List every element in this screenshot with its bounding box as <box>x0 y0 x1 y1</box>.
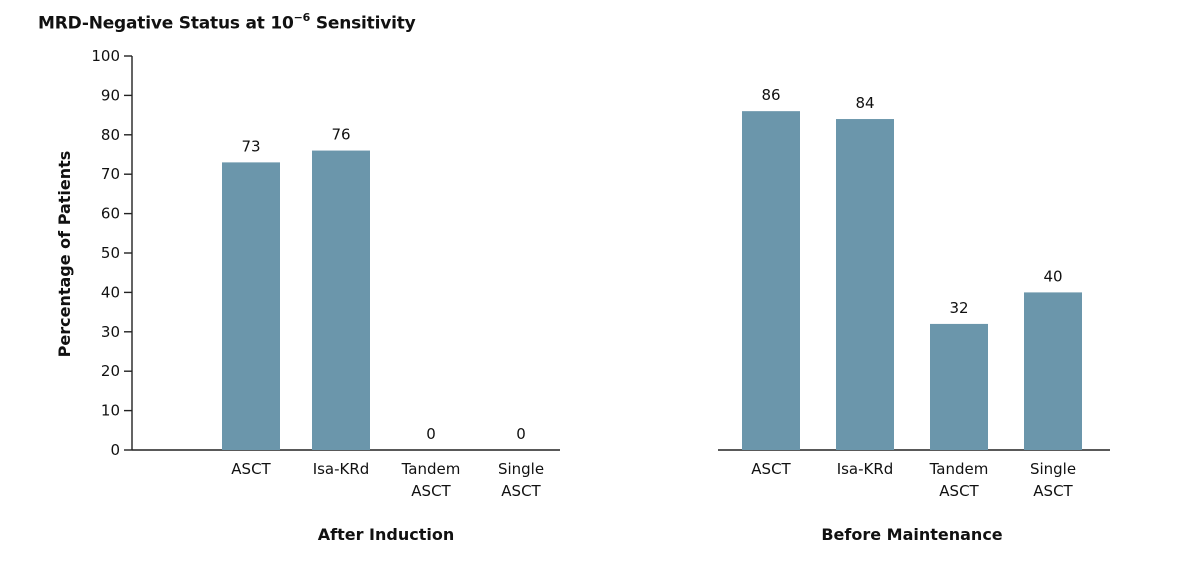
bar <box>742 111 800 450</box>
data-label: 76 <box>331 126 350 144</box>
y-axis-title: Percentage of Patients <box>55 151 74 358</box>
bar <box>930 323 988 450</box>
bar <box>836 119 894 450</box>
y-tick-label: 50 <box>101 244 120 262</box>
y-tick-label: 70 <box>101 165 120 183</box>
category-label: ASCT <box>231 460 271 478</box>
y-tick-label: 100 <box>91 47 120 65</box>
y-tick-label: 80 <box>101 126 120 144</box>
chart-title-tail: Sensitivity <box>310 13 416 34</box>
bar <box>222 162 280 450</box>
chart-title: MRD-Negative Status at 10−6 Sensitivity <box>38 11 416 34</box>
category-label: ASCT <box>1033 482 1073 500</box>
data-label: 84 <box>855 94 874 112</box>
y-axis: 0 10 20 30 40 50 60 70 80 90 100 <box>91 47 1110 459</box>
chart-title-main: MRD-Negative Status at 10 <box>38 13 294 34</box>
category-label: ASCT <box>411 482 451 500</box>
bars <box>222 111 1082 450</box>
category-label: Single <box>498 460 544 478</box>
data-label: 86 <box>761 86 780 104</box>
y-tick-label: 40 <box>101 283 120 301</box>
category-label: Isa-KRd <box>313 460 370 478</box>
data-label: 0 <box>426 425 436 443</box>
data-label: 32 <box>949 299 968 317</box>
bar <box>1024 292 1082 450</box>
data-label: 40 <box>1043 267 1062 285</box>
category-label: Single <box>1030 460 1076 478</box>
category-label: ASCT <box>939 482 979 500</box>
y-tick-label: 0 <box>110 441 120 459</box>
y-tick-label: 30 <box>101 323 120 341</box>
category-label: ASCT <box>501 482 541 500</box>
y-tick-label: 60 <box>101 205 120 223</box>
category-label: Tandem <box>401 460 461 478</box>
chart-title-exponent: −6 <box>293 11 311 24</box>
category-label: Tandem <box>929 460 989 478</box>
y-tick-label: 10 <box>101 402 120 420</box>
y-tick-label: 20 <box>101 362 120 380</box>
labels: 73 ASCT 76 Isa-KRd 0 Tandem ASCT 0 Single ASCT Aft… <box>231 86 1076 544</box>
category-label: Isa-KRd <box>837 460 894 478</box>
group-label: After Induction <box>318 525 455 544</box>
data-label: 0 <box>516 425 526 443</box>
group-label: Before Maintenance <box>821 525 1002 544</box>
category-label: ASCT <box>751 460 791 478</box>
y-tick-label: 90 <box>101 86 120 104</box>
data-label: 73 <box>241 137 260 155</box>
bar <box>312 150 370 450</box>
